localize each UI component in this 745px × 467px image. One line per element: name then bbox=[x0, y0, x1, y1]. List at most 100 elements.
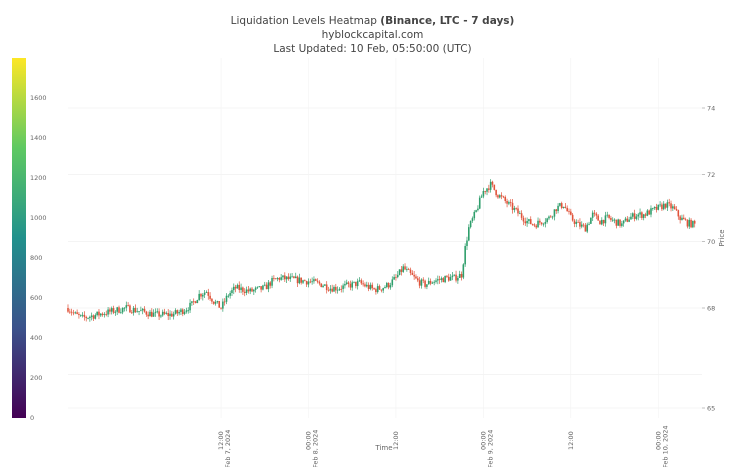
candle-body bbox=[664, 203, 667, 208]
candle-body bbox=[229, 293, 231, 296]
candle-body bbox=[335, 286, 337, 291]
candle-body bbox=[517, 208, 519, 214]
candle-body bbox=[116, 307, 118, 312]
candle-body bbox=[515, 208, 517, 209]
y-tick-label: 72 bbox=[707, 171, 715, 179]
candle-body bbox=[524, 221, 527, 224]
candle-body bbox=[622, 220, 625, 224]
candle-body bbox=[260, 286, 262, 290]
candle-body bbox=[371, 284, 374, 289]
candle-body bbox=[384, 287, 386, 289]
candle-body bbox=[542, 223, 545, 225]
candle-body bbox=[544, 221, 547, 224]
candle-body bbox=[191, 301, 193, 303]
candle-body bbox=[611, 219, 614, 221]
candle-body bbox=[98, 311, 100, 316]
candle-body bbox=[595, 213, 598, 216]
chart-title-block: Liquidation Levels Heatmap (Binance, LTC… bbox=[0, 14, 745, 56]
candle-body bbox=[367, 284, 370, 289]
candle-body bbox=[462, 264, 465, 278]
candle-body bbox=[285, 276, 288, 280]
candle-body bbox=[329, 288, 332, 291]
candle-body bbox=[325, 284, 328, 290]
x-tick-time: 00:00 bbox=[654, 431, 662, 450]
candle-body bbox=[353, 281, 355, 283]
candle-body bbox=[451, 275, 454, 278]
candle-body bbox=[362, 283, 364, 285]
candle-body bbox=[424, 280, 426, 287]
candle-body bbox=[236, 284, 239, 289]
candle-body bbox=[320, 283, 323, 288]
candle-body bbox=[134, 307, 137, 313]
candle-body bbox=[497, 195, 499, 198]
candle-body bbox=[172, 313, 175, 317]
candle-body bbox=[386, 283, 388, 288]
candle-body bbox=[278, 278, 281, 280]
candle-body bbox=[130, 312, 133, 314]
candle-body bbox=[471, 218, 474, 221]
candle-body bbox=[593, 212, 596, 214]
candle-body bbox=[626, 218, 629, 222]
candle-body bbox=[74, 312, 77, 314]
candle-body bbox=[356, 281, 359, 287]
candle-body bbox=[174, 310, 177, 314]
candle-body bbox=[105, 314, 108, 316]
candle-body bbox=[546, 218, 548, 222]
candle-body bbox=[440, 278, 443, 280]
candle-body bbox=[453, 274, 456, 276]
candle-body bbox=[202, 294, 204, 297]
candle-body bbox=[635, 216, 638, 219]
candle-body bbox=[263, 284, 266, 286]
candle-body bbox=[681, 217, 683, 221]
candle-body bbox=[154, 311, 157, 313]
candle-body bbox=[265, 284, 268, 290]
candle-body bbox=[192, 301, 195, 303]
candle-body bbox=[688, 219, 691, 227]
candle-body bbox=[631, 213, 634, 217]
candle-body bbox=[391, 279, 394, 286]
candle-body bbox=[431, 282, 434, 284]
candle-body bbox=[245, 289, 248, 293]
y-tick-label: 65 bbox=[707, 405, 715, 413]
candle-body bbox=[396, 274, 399, 278]
candle-body bbox=[251, 288, 253, 292]
candle-body bbox=[242, 287, 244, 292]
candle-body bbox=[121, 307, 124, 313]
candle-body bbox=[118, 307, 120, 313]
candle-body bbox=[460, 273, 463, 278]
candle-body bbox=[617, 219, 619, 226]
x-tick-time: 12:00 bbox=[392, 431, 400, 450]
candle-body bbox=[380, 289, 383, 291]
candle-body bbox=[449, 277, 452, 281]
candle-body bbox=[218, 301, 221, 308]
candle-body bbox=[531, 224, 534, 225]
candle-body bbox=[506, 200, 508, 204]
candle-body bbox=[351, 282, 354, 288]
candle-body bbox=[178, 312, 180, 314]
candle-body bbox=[650, 208, 652, 215]
y-axis-ticks: 65 68 70 72 74 bbox=[702, 105, 715, 413]
candle-body bbox=[606, 214, 609, 216]
candle-body bbox=[621, 223, 623, 226]
candle-body bbox=[127, 305, 129, 306]
candle-body bbox=[81, 314, 84, 316]
candle-body bbox=[90, 315, 93, 317]
candle-body bbox=[591, 212, 594, 218]
candle-body bbox=[180, 309, 182, 313]
candle-body bbox=[600, 219, 603, 225]
candle-body bbox=[231, 290, 233, 294]
candle-body bbox=[125, 305, 128, 308]
colorbar-tick-label: 1400 bbox=[30, 134, 47, 142]
candle-body bbox=[526, 220, 528, 224]
candle-body bbox=[338, 288, 341, 290]
candle-body bbox=[519, 213, 521, 215]
candle-body bbox=[305, 281, 308, 285]
candle-body bbox=[216, 301, 219, 302]
candle-body bbox=[435, 280, 437, 282]
candle-body bbox=[324, 284, 326, 286]
candle-body bbox=[407, 269, 410, 270]
candle-body bbox=[480, 196, 483, 198]
candle-body bbox=[373, 288, 375, 290]
candle-body bbox=[327, 289, 330, 291]
